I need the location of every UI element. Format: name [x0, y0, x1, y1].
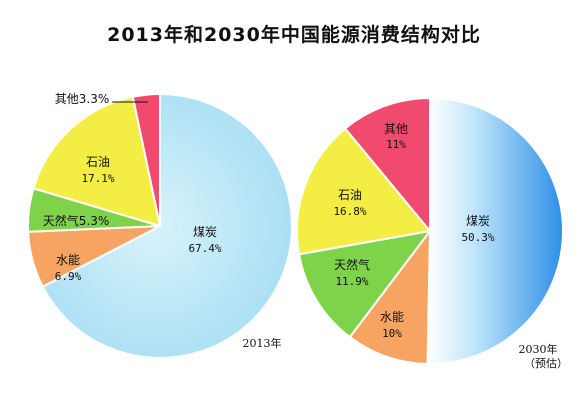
- slice-value-水能: 10%: [382, 327, 402, 340]
- pie-caption: 2013年: [243, 336, 282, 350]
- chart-title: 2013年和2030年中国能源消费结构对比: [107, 24, 481, 46]
- slice-label-水能: 水能: [56, 253, 80, 267]
- pie-2013: 煤炭 67.4% 水能 6.9% 天然气5.3% 石油 17.1% 其他3.3% 2013年: [27, 92, 293, 359]
- slice-value-天然气: 11.9%: [335, 275, 368, 288]
- slice-label-天然气: 天然气: [334, 257, 370, 272]
- pie-slice-水能: [348, 227, 432, 365]
- pie-slice-天然气: [297, 229, 433, 339]
- slice-value-石油: 17.1%: [81, 172, 114, 185]
- slice-label-石油: 石油: [86, 155, 110, 169]
- slice-label-其他: 其他3.3%: [55, 92, 110, 106]
- slice-value-水能: 6.9%: [55, 270, 82, 283]
- slice-label-天然气: 天然气5.3%: [43, 213, 110, 228]
- slice-label-其他: 其他: [384, 122, 408, 136]
- pie-slice-石油: [296, 127, 432, 256]
- slice-value-其他: 11%: [386, 138, 406, 151]
- pie-slice-煤炭: [426, 96, 565, 365]
- pie-slice-其他: [131, 92, 161, 227]
- pie-slice-其他: [343, 96, 431, 234]
- slice-label-煤炭: 煤炭: [466, 214, 490, 228]
- slice-value-煤炭: 67.4%: [188, 242, 221, 255]
- slice-label-石油: 石油: [338, 188, 362, 202]
- pie-2030: 煤炭 50.3% 水能 10% 天然气 11.9% 石油 16.8% 其他 11% 2030年（预估…: [296, 96, 568, 370]
- pie-caption-sub: （预估）: [524, 357, 568, 370]
- pie-slice-煤炭: [41, 92, 293, 359]
- slice-value-煤炭: 50.3%: [461, 231, 494, 244]
- slice-value-石油: 16.8%: [333, 205, 366, 218]
- pie-slice-石油: [32, 95, 162, 228]
- slice-label-水能: 水能: [380, 310, 404, 324]
- pie-caption: 2030年: [519, 342, 558, 356]
- slice-label-煤炭: 煤炭: [193, 225, 217, 239]
